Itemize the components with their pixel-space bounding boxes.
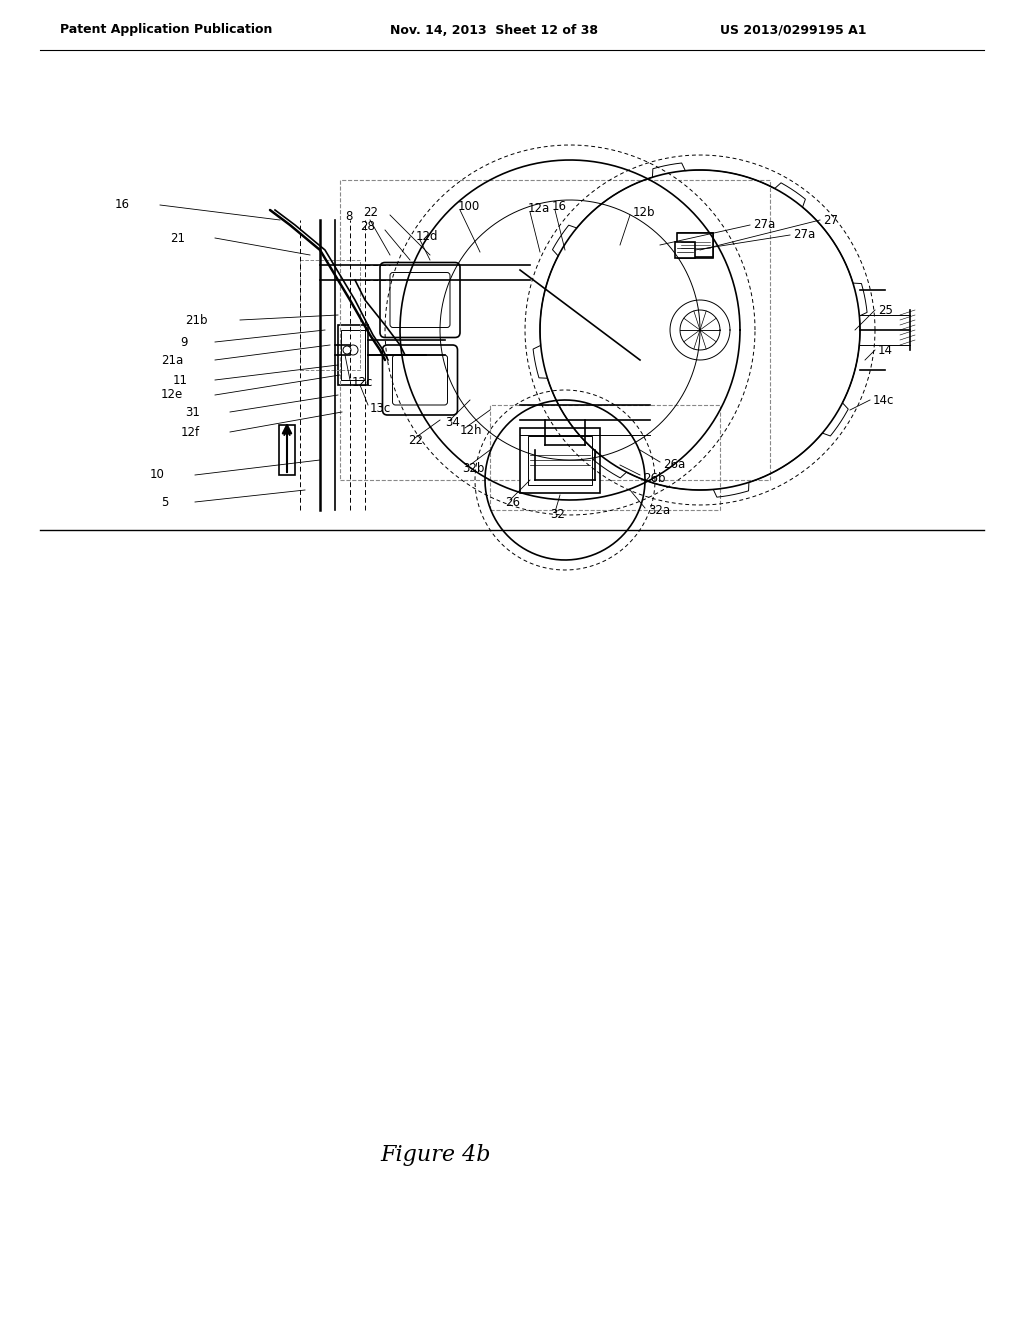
Text: 31: 31 <box>185 405 200 418</box>
Text: 14c: 14c <box>873 393 894 407</box>
Circle shape <box>343 346 351 354</box>
Text: 12c: 12c <box>352 376 374 389</box>
Text: 12f: 12f <box>181 425 200 438</box>
Text: 11: 11 <box>173 374 188 387</box>
Text: 14: 14 <box>878 343 893 356</box>
Text: 26: 26 <box>505 496 520 510</box>
Text: 100: 100 <box>458 201 480 214</box>
FancyBboxPatch shape <box>380 263 460 338</box>
Text: 13c: 13c <box>370 401 391 414</box>
Bar <box>520 428 600 492</box>
Text: Nov. 14, 2013  Sheet 12 of 38: Nov. 14, 2013 Sheet 12 of 38 <box>390 24 598 37</box>
Text: 22: 22 <box>408 434 423 447</box>
Bar <box>340 180 770 480</box>
Bar <box>341 330 365 380</box>
Text: 21a: 21a <box>161 354 183 367</box>
Circle shape <box>348 345 358 355</box>
Text: 16: 16 <box>552 201 567 214</box>
Text: 25: 25 <box>878 304 893 317</box>
Text: 12a: 12a <box>528 202 550 215</box>
Text: Figure 4b: Figure 4b <box>380 1144 490 1166</box>
Text: 12b: 12b <box>633 206 655 219</box>
Bar <box>338 325 368 385</box>
Bar <box>675 242 695 257</box>
Bar <box>279 425 295 475</box>
Text: 28: 28 <box>360 220 375 234</box>
Text: 12d: 12d <box>416 231 438 243</box>
Text: 27: 27 <box>823 214 838 227</box>
Bar <box>490 405 720 510</box>
Text: 34: 34 <box>445 417 460 429</box>
Bar <box>300 260 360 370</box>
Text: 12h: 12h <box>460 425 482 437</box>
Bar <box>678 232 713 257</box>
FancyBboxPatch shape <box>390 272 450 327</box>
Text: 32: 32 <box>550 508 565 521</box>
Text: Patent Application Publication: Patent Application Publication <box>60 24 272 37</box>
Text: US 2013/0299195 A1: US 2013/0299195 A1 <box>720 24 866 37</box>
Text: 8: 8 <box>345 210 352 223</box>
Text: 16: 16 <box>115 198 130 211</box>
Text: 21b: 21b <box>185 314 208 326</box>
FancyBboxPatch shape <box>392 355 447 405</box>
Text: 26a: 26a <box>663 458 685 471</box>
Text: 9: 9 <box>180 335 188 348</box>
Text: 27a: 27a <box>793 228 815 242</box>
Text: 21: 21 <box>170 231 185 244</box>
Text: 32a: 32a <box>648 504 670 517</box>
Bar <box>528 436 592 484</box>
Text: 27a: 27a <box>753 219 775 231</box>
Text: 12e: 12e <box>161 388 183 401</box>
Bar <box>677 234 713 257</box>
Text: 22: 22 <box>362 206 378 219</box>
FancyBboxPatch shape <box>383 345 458 414</box>
Text: 26b: 26b <box>643 471 666 484</box>
Text: 10: 10 <box>151 469 165 482</box>
Text: 32b: 32b <box>462 462 484 474</box>
Text: 5: 5 <box>161 495 168 508</box>
